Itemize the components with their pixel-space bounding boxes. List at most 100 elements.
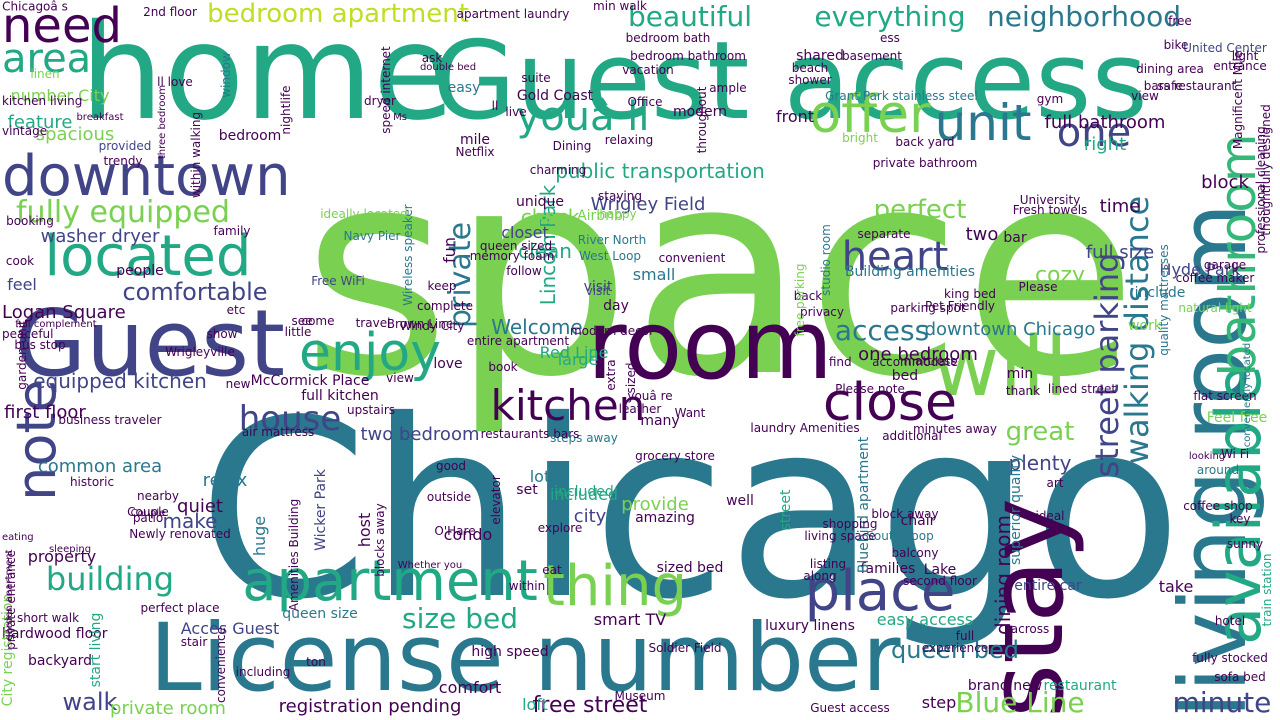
word-private-entrance: private entrance	[4, 550, 18, 650]
word-full-size: full size	[1086, 242, 1154, 263]
word-people: people	[116, 263, 163, 279]
word-many: many	[640, 413, 679, 429]
word-large: large	[558, 350, 599, 369]
word-explore: explore	[538, 521, 583, 535]
word-host: host	[355, 513, 374, 548]
word-full: full	[956, 629, 975, 643]
word-little: little	[285, 325, 312, 339]
word-block-away: block away	[871, 507, 938, 521]
word-laundry-amenities: laundry Amenities	[750, 421, 859, 435]
word-hardwood-floor: hardwood floor	[2, 626, 108, 642]
word-loft: loft	[522, 695, 548, 714]
word-place: place	[805, 559, 956, 624]
word-cook: cook	[6, 254, 34, 268]
word-minute: minute	[1173, 686, 1272, 719]
word-whether-you: Whether you	[398, 560, 462, 571]
word-back-yard: back yard	[895, 135, 954, 149]
word-gym: gym	[1037, 92, 1063, 106]
word-one: one	[1057, 110, 1131, 156]
word-free-street: free street	[533, 693, 648, 718]
word-soldier-field: Soldier Field	[648, 641, 721, 655]
word-thing: thing	[543, 554, 687, 619]
word-sleeping: sleeping	[49, 544, 91, 555]
word-looking: looking	[1189, 451, 1225, 462]
word-registration-pending: registration pending	[279, 696, 462, 717]
word-condo: condo	[444, 525, 493, 544]
word-shower: shower	[788, 73, 831, 87]
word-gold-coast: Gold Coast	[517, 88, 594, 104]
word-couple: Couple	[131, 508, 166, 519]
word-throughout: throughout	[695, 86, 709, 153]
word-beautiful: beautiful	[628, 0, 752, 33]
word-easy: easy	[448, 80, 481, 96]
word-trendy: trendy	[103, 154, 142, 168]
word-view: view	[386, 371, 414, 385]
word-bar: bar	[1003, 230, 1026, 246]
word-navy-pier: Navy Pier	[344, 229, 401, 243]
word-day: day	[603, 298, 629, 314]
word-listing: listing	[810, 557, 846, 571]
word-acces-guest: Acces Guest	[181, 619, 280, 638]
word-apartment: apartment	[242, 549, 538, 614]
word-newly-renovated: Newly renovated	[129, 527, 231, 541]
word-ideally-located: ideally located	[320, 207, 408, 221]
word-chicago: Chicago	[198, 368, 1183, 653]
word-include: include	[1135, 285, 1186, 301]
word-beach: beach	[792, 61, 829, 75]
word-basement: basement	[842, 49, 902, 63]
word-living-space: living space	[804, 529, 875, 543]
word-lincoln-park: Lincoln Park	[536, 184, 560, 305]
word-bars-restaurant: bars restaurant	[1144, 79, 1237, 93]
word-visit: visit	[586, 284, 611, 298]
word-complete: complete	[417, 299, 473, 313]
word-booking: booking	[6, 214, 54, 228]
word-bed: bed	[892, 368, 918, 384]
word-free: free	[1168, 14, 1192, 28]
word-provided: provided	[99, 139, 152, 153]
word-university: University	[1020, 193, 1081, 207]
word-right: right	[1084, 134, 1126, 155]
word-steps-away: steps away	[550, 431, 618, 445]
word-suite: suite	[521, 71, 550, 85]
word-bedroom-apartment: bedroom apartment	[207, 0, 469, 29]
word-two-bedroom: two bedroom	[360, 424, 479, 445]
word-you-ll: youâ ll	[517, 94, 650, 140]
word-mattress: mattress	[903, 354, 956, 368]
word-shopping: shopping	[823, 517, 878, 531]
word-couple: Couple	[127, 505, 169, 519]
word-bedroom-bath: bedroom bath	[626, 31, 711, 45]
word-thank: thank	[1006, 384, 1040, 398]
word-balcony: balcony	[892, 546, 939, 560]
word-downtown: downtown	[2, 144, 291, 209]
word-everything: everything	[814, 0, 965, 33]
word-access: access	[835, 314, 929, 347]
word-key: key	[1229, 512, 1250, 526]
word-smart-tv: smart TV	[594, 610, 666, 629]
word-book: book	[488, 360, 517, 374]
word-front: front	[776, 107, 814, 126]
word-provide: provide	[621, 494, 689, 515]
word-logan-square: Logan Square	[2, 302, 126, 323]
word-huge: huge	[250, 516, 269, 556]
word-view: view	[1131, 89, 1159, 103]
word-flat-screen: flat screen	[1193, 389, 1256, 403]
word-entire-car: entire car	[1014, 578, 1082, 594]
word-vintage: vintage	[2, 124, 47, 138]
word-min: min	[1007, 366, 1033, 382]
word-thoughtfully-designed: thoughtfully designed	[1259, 104, 1273, 235]
word-families: families	[861, 561, 916, 577]
word-area: area	[2, 36, 91, 82]
word-outside: outside	[427, 490, 471, 504]
word-art: art	[1047, 476, 1064, 490]
word-bathroom: bathroom	[1209, 133, 1267, 376]
word-start-living: start living	[88, 613, 104, 688]
word-dryer: dryer	[364, 94, 396, 108]
word-closet: closet	[501, 223, 548, 242]
word-building: building	[46, 560, 174, 598]
word-family: family	[213, 224, 250, 238]
word-queen-sized: queen sized	[480, 239, 552, 253]
word-work: work	[1128, 318, 1163, 334]
word-speed-internet: speed internet	[379, 46, 393, 134]
word-quality-mattresses: quality mattresses	[1157, 244, 1171, 356]
word-garage: garage	[1204, 258, 1246, 272]
